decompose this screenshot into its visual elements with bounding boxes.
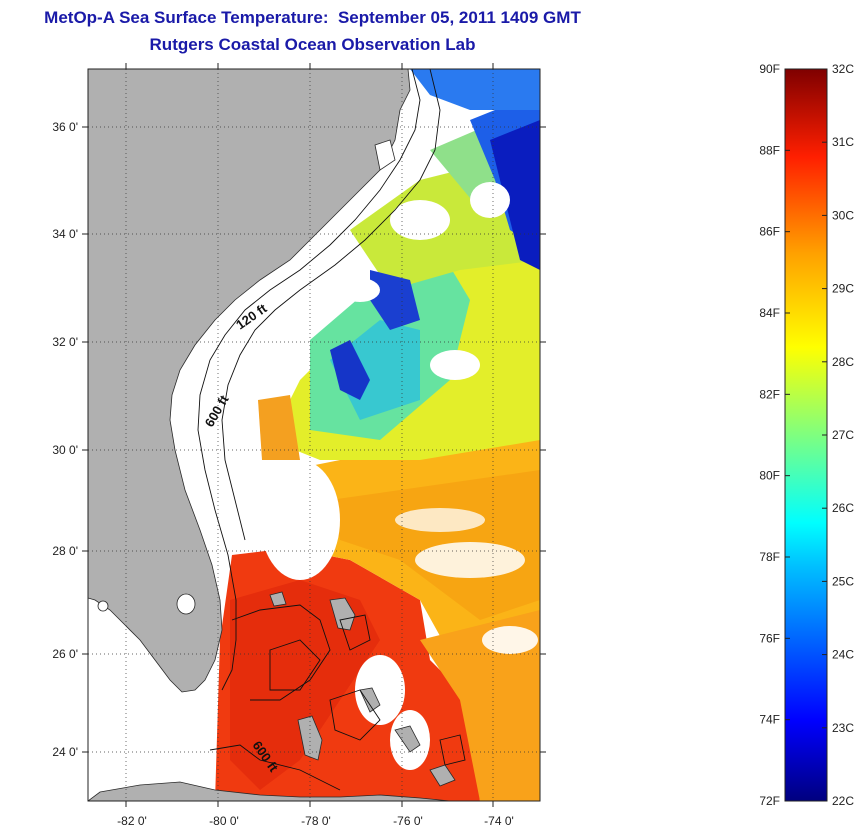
- map-frame: [87, 68, 541, 802]
- colorbar-c-label: 31C: [832, 135, 854, 149]
- colorbar-c-label: 25C: [832, 574, 854, 588]
- colorbar-f-label: 90F: [759, 62, 780, 76]
- lon-label-82: -82 0': [117, 814, 147, 828]
- lon-label-76: -76 0': [393, 814, 423, 828]
- lat-label-28: 28 0': [52, 544, 78, 558]
- colorbar-f-label: 78F: [759, 550, 780, 564]
- map-area: [88, 69, 540, 801]
- colorbar-f-label: 88F: [759, 143, 780, 157]
- latitude-labels: 36 0' 34 0' 32 0' 30 0' 28 0' 26 0' 24 0…: [52, 120, 78, 759]
- us-mainland-land: [88, 69, 411, 693]
- colorbar-f-label: 74F: [759, 713, 780, 727]
- lon-label-78: -78 0': [301, 814, 331, 828]
- lat-label-36: 36 0': [52, 120, 78, 134]
- colorbar-c-label: 30C: [832, 208, 854, 222]
- map-subtitle: Rutgers Coastal Ocean Observation Lab: [149, 35, 476, 54]
- graticule: [88, 69, 540, 801]
- colorbar-c-label: 29C: [832, 282, 854, 296]
- lon-label-80: -80 0': [209, 814, 239, 828]
- sst-data-layer: [215, 69, 540, 801]
- colorbar: 90F 88F 86F 84F 82F 80F 78F 76F 74F 72F 32C 31C 30C…: [759, 62, 854, 808]
- bathymetry-contours: [197, 69, 466, 791]
- lon-label-74: -74 0': [484, 814, 514, 828]
- lat-label-30: 30 0': [52, 443, 78, 457]
- colorbar-f-label: 76F: [759, 631, 780, 645]
- map-title: MetOp-A Sea Surface Temperature: Septemb…: [44, 8, 581, 27]
- colorbar-c-label: 26C: [832, 501, 854, 515]
- lat-label-32: 32 0': [52, 335, 78, 349]
- colorbar-c-label: 32C: [832, 62, 854, 76]
- lake-okeechobee: [176, 593, 196, 615]
- colorbar-f-label: 86F: [759, 225, 780, 239]
- colorbar-gradient: [784, 68, 828, 802]
- colorbar-f-label: 84F: [759, 306, 780, 320]
- contour-600ft: [221, 69, 441, 541]
- bahamas-island: [329, 597, 356, 631]
- land-layer: [88, 69, 456, 801]
- colorbar-c-label: 22C: [832, 794, 854, 808]
- colorbar-f-label: 82F: [759, 387, 780, 401]
- colorbar-c-label: 28C: [832, 355, 854, 369]
- lat-label-26: 26 0': [52, 647, 78, 661]
- colorbar-c-label: 23C: [832, 721, 854, 735]
- lat-label-34: 34 0': [52, 227, 78, 241]
- colorbar-f-label: 72F: [759, 794, 780, 808]
- colorbar-c-label: 24C: [832, 648, 854, 662]
- axis-ticks: [82, 63, 546, 807]
- colorbar-f-label: 80F: [759, 469, 780, 483]
- lat-label-24: 24 0': [52, 745, 78, 759]
- cuba-land: [88, 781, 451, 801]
- longitude-labels: -82 0' -80 0' -78 0' -76 0' -74 0': [117, 814, 514, 828]
- colorbar-c-label: 27C: [832, 428, 854, 442]
- contour-120ft: [197, 69, 421, 691]
